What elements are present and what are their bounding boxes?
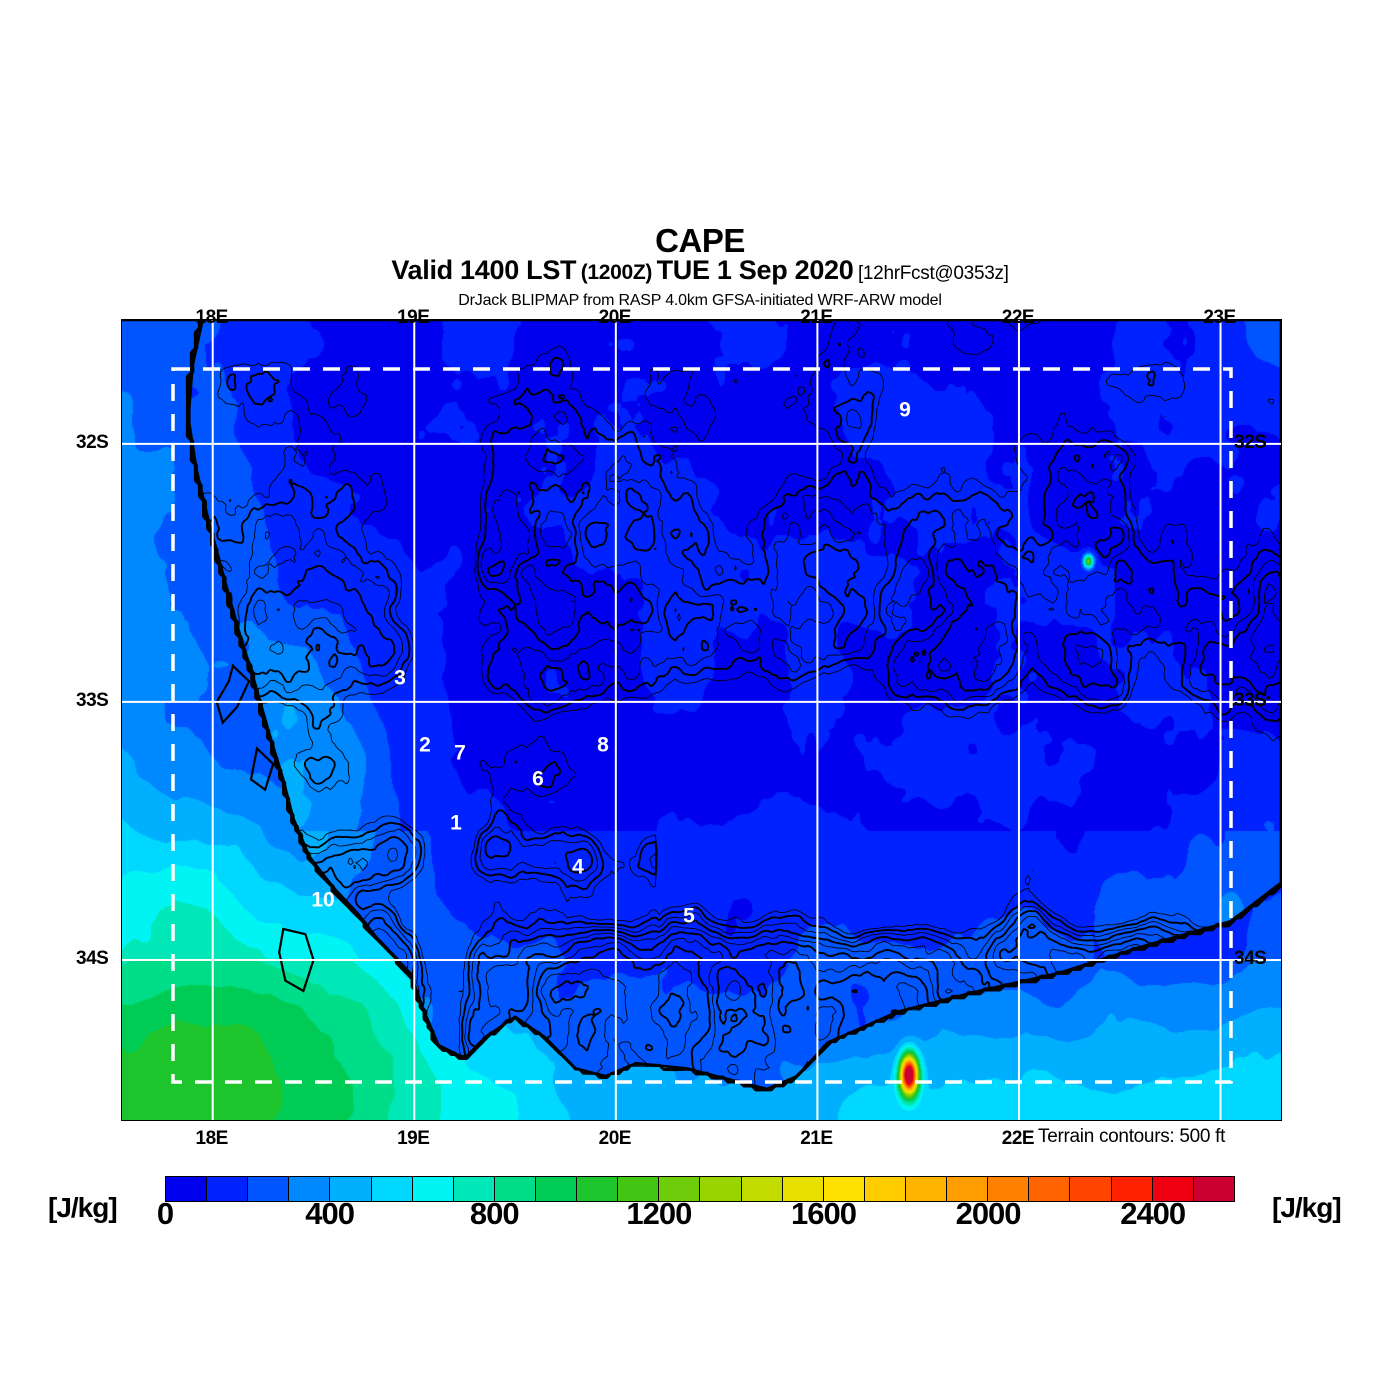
page-title: CAPE xyxy=(655,222,745,259)
valid-zulu: (1200Z) xyxy=(580,261,653,284)
lat-label-left-33S: 33S xyxy=(76,689,109,711)
colorbar[interactable] xyxy=(165,1176,1235,1202)
waypoint-label-3: 3 xyxy=(394,667,406,690)
terrain-contour-4000ft xyxy=(187,320,1281,1058)
forecast-domain-box xyxy=(171,367,1233,1084)
lat-label-right-33S: 33S xyxy=(1234,689,1267,711)
terrain-contour-3500ft xyxy=(188,320,1281,1058)
colorbar-cell-22 xyxy=(1070,1177,1112,1201)
colorbar-tick-400: 400 xyxy=(305,1196,355,1231)
colorbar-cell-2 xyxy=(248,1177,290,1201)
valid-prefix: Valid 1400 LST xyxy=(391,255,577,285)
coastline-detail-1 xyxy=(278,927,315,993)
colorbar-cell-1 xyxy=(207,1177,249,1201)
colorbar-cell-19 xyxy=(947,1177,989,1201)
colorbar-cell-14 xyxy=(741,1177,783,1201)
colorbar-cell-25 xyxy=(1193,1177,1234,1201)
colorbar-cell-4 xyxy=(330,1177,372,1201)
waypoint-label-9: 9 xyxy=(899,399,911,422)
terrain-contour-5500ft xyxy=(189,320,1281,1057)
terrain-contour-3000ft xyxy=(187,320,1281,1059)
colorbar-cell-7 xyxy=(453,1177,495,1201)
coastline xyxy=(122,320,1281,1091)
terrain-contour-5000ft xyxy=(188,320,1281,1058)
colorbar-unit-right: [J/kg] xyxy=(1272,1192,1342,1223)
lon-label-bottom-21E: 21E xyxy=(800,1128,833,1149)
colorbar-cell-12 xyxy=(659,1177,701,1201)
lon-label-bottom-20E: 20E xyxy=(598,1128,632,1149)
colorbar-cell-24 xyxy=(1152,1177,1194,1201)
colorbar-cell-15 xyxy=(782,1177,824,1201)
waypoint-label-8: 8 xyxy=(597,734,609,757)
colorbar-unit-left: [J/kg] xyxy=(48,1192,118,1223)
colorbar-cell-9 xyxy=(535,1177,578,1201)
domain-box-rect xyxy=(171,367,1233,1084)
colorbar-tick-1200: 1200 xyxy=(626,1196,692,1231)
lon-label-bottom-18E: 18E xyxy=(195,1128,229,1149)
colorbar-cell-17 xyxy=(864,1177,906,1201)
cape-field-raster xyxy=(122,320,1281,1120)
coastline-detail-2 xyxy=(249,746,275,792)
waypoint-labels: 1 2 3 4 5 6 7 8 9 10 xyxy=(311,399,911,928)
waypoint-label-2: 2 xyxy=(419,734,431,757)
lon-label-top-19E: 19E xyxy=(397,307,430,328)
colorbar-cell-5 xyxy=(371,1177,413,1201)
colorbar-cell-3 xyxy=(289,1177,331,1201)
lon-label-top-22E: 22E xyxy=(1001,307,1035,328)
lon-label-bottom-19E: 19E xyxy=(397,1128,430,1149)
colorbar-cell-8 xyxy=(494,1177,536,1201)
lat-label-left-32S: 32S xyxy=(76,431,109,453)
colorbar-cell-20 xyxy=(988,1177,1030,1201)
colorbar-tick-2400: 2400 xyxy=(1120,1196,1186,1231)
valid-time-line: Valid 1400 LST (1200Z) TUE 1 Sep 2020 [1… xyxy=(0,255,1400,290)
lon-label-top-18E: 18E xyxy=(195,307,229,328)
colorbar-tick-2000: 2000 xyxy=(955,1196,1022,1231)
title-block: CAPE Valid 1400 LST (1200Z) TUE 1 Sep 20… xyxy=(0,222,1400,311)
lat-label-right-32S: 32S xyxy=(1234,431,1267,453)
waypoint-label-6: 6 xyxy=(532,768,544,791)
map-plot-area[interactable]: 1 2 3 4 5 6 7 8 9 10 xyxy=(121,319,1282,1121)
colorbar-cell-21 xyxy=(1029,1177,1071,1201)
colorbar-tick-1600: 1600 xyxy=(790,1196,857,1231)
colorbar-tick-0: 0 xyxy=(156,1196,174,1231)
terrain-contour-2500ft xyxy=(187,320,1281,1089)
forecast-tag: [12hrFcst@0353z] xyxy=(857,263,1009,284)
colorbar-cell-13 xyxy=(700,1177,742,1201)
waypoint-label-1: 1 xyxy=(450,812,462,835)
waypoint-label-5: 5 xyxy=(683,905,695,928)
coastline-detail-0 xyxy=(215,663,251,725)
waypoint-label-10: 10 xyxy=(311,889,334,912)
colorbar-cell-0 xyxy=(166,1177,208,1201)
lon-label-top-21E: 21E xyxy=(800,307,833,328)
waypoint-label-4: 4 xyxy=(572,856,584,879)
colorbar-cell-6 xyxy=(412,1177,454,1201)
terrain-contour-4500ft xyxy=(188,320,1281,1057)
colorbar-cell-18 xyxy=(905,1177,948,1201)
valid-date: TUE 1 Sep 2020 xyxy=(656,255,854,285)
map-vector-overlays: 1 2 3 4 5 6 7 8 9 10 xyxy=(122,320,1281,1120)
terrain-contour-note: Terrain contours: 500 ft xyxy=(1038,1126,1226,1147)
waypoint-label-7: 7 xyxy=(454,742,466,765)
colorbar-cell-11 xyxy=(618,1177,660,1201)
lon-label-bottom-22E: 22E xyxy=(1001,1128,1035,1149)
colorbar-cell-23 xyxy=(1111,1177,1153,1201)
terrain-contours xyxy=(185,320,1281,1092)
lat-lon-grid xyxy=(122,320,1281,1120)
model-description: DrJack BLIPMAP from RASP 4.0km GFSA-init… xyxy=(458,292,942,309)
lon-label-top-20E: 20E xyxy=(598,307,632,328)
colorbar-cell-10 xyxy=(577,1177,619,1201)
coastline-path xyxy=(122,320,1281,1091)
colorbar-tick-800: 800 xyxy=(469,1196,520,1231)
lat-label-left-34S: 34S xyxy=(76,948,109,969)
lon-label-top-23E: 23E xyxy=(1203,307,1236,328)
colorbar-cell-16 xyxy=(823,1177,865,1201)
lat-label-right-34S: 34S xyxy=(1234,948,1267,969)
